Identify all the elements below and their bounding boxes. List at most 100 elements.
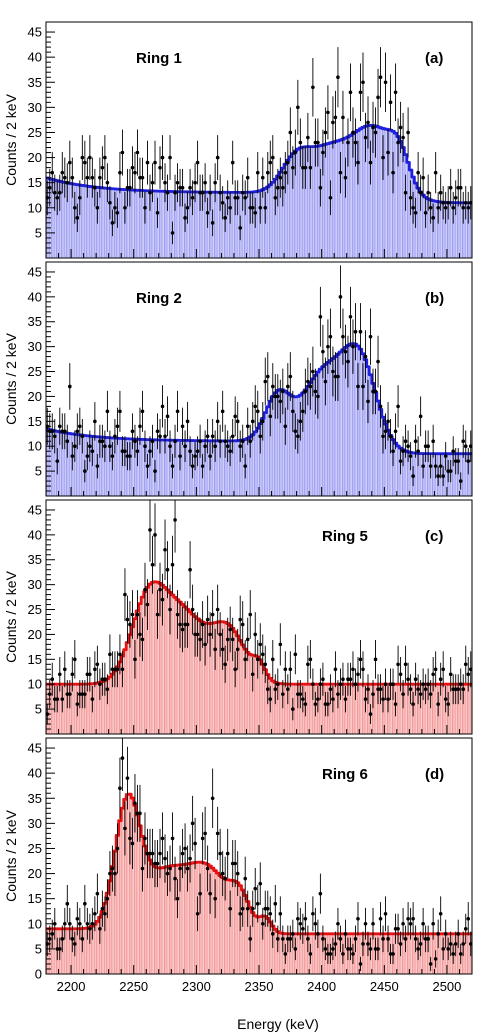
model-bar: [231, 440, 234, 496]
data-point: [398, 672, 403, 677]
data-point: [118, 409, 122, 414]
model-bar: [133, 805, 136, 974]
data-point: [401, 692, 405, 696]
data-point: [98, 682, 102, 687]
data-point: [62, 921, 67, 926]
model-bar: [208, 866, 212, 974]
model-bar: [196, 191, 199, 258]
model-bar: [106, 893, 109, 974]
model-bar: [158, 439, 162, 496]
data-point: [275, 394, 280, 399]
model-bar: [311, 146, 314, 258]
model-bar: [216, 192, 219, 258]
model-bar: [251, 912, 254, 974]
model-bar: [359, 349, 362, 496]
model-bar: [379, 409, 382, 496]
model-bar: [116, 438, 119, 496]
data-point: [453, 942, 458, 946]
data-point: [160, 836, 165, 841]
model-bar: [138, 439, 141, 496]
data-point: [298, 140, 303, 145]
model-bar: [136, 610, 139, 734]
model-bar: [173, 865, 177, 974]
data-point: [265, 170, 270, 175]
model-bar: [186, 609, 189, 734]
data-point: [286, 937, 290, 941]
data-point: [351, 667, 355, 672]
data-point: [178, 454, 182, 458]
model-bar: [409, 452, 412, 496]
data-point: [153, 160, 157, 165]
model-bar: [221, 877, 224, 974]
data-point: [376, 947, 380, 951]
data-point: [108, 444, 112, 449]
model-bar: [404, 933, 407, 974]
model-bar: [226, 879, 229, 974]
data-point: [113, 205, 117, 210]
model-bar: [376, 126, 380, 259]
model-bar: [93, 683, 96, 734]
model-bar: [168, 866, 172, 974]
model-bar: [208, 192, 212, 258]
data-point: [218, 190, 222, 195]
model-bar: [271, 925, 274, 974]
data-point: [278, 175, 283, 180]
data-point: [323, 379, 328, 384]
model-bar: [306, 684, 309, 734]
model-bar: [118, 438, 121, 496]
data-point: [100, 165, 105, 170]
data-point: [60, 937, 65, 941]
data-point: [165, 567, 170, 572]
data-point: [130, 165, 135, 170]
model-bar: [361, 127, 364, 258]
data-point: [260, 419, 265, 424]
model-bar: [91, 436, 94, 496]
data-point: [260, 921, 265, 926]
data-point: [80, 692, 85, 696]
data-point: [456, 687, 461, 691]
model-bar: [198, 192, 202, 258]
model-bar: [469, 684, 472, 734]
data-point: [381, 155, 385, 160]
x-axis-label: Energy (keV): [237, 1016, 319, 1032]
data-point: [235, 419, 240, 424]
data-point: [388, 100, 393, 105]
data-point: [466, 672, 471, 677]
model-bar: [188, 611, 192, 734]
model-bar: [371, 125, 375, 258]
model-bar: [261, 915, 264, 974]
data-point: [78, 692, 82, 696]
data-point: [233, 414, 237, 419]
x-axis: [45, 725, 473, 734]
y-tick-label: 15: [28, 891, 42, 906]
model-bar: [168, 440, 172, 496]
data-point: [463, 200, 468, 205]
model-bar: [281, 389, 284, 496]
data-point: [265, 687, 270, 691]
data-point: [163, 434, 167, 439]
data-point: [65, 180, 70, 185]
model-bar: [356, 130, 359, 258]
model-bar: [176, 865, 179, 974]
data-point: [401, 135, 405, 140]
y-axis-label: Counts / 2 keV: [3, 332, 19, 424]
data-point: [268, 414, 273, 419]
model-bar: [233, 881, 237, 974]
model-bar: [88, 927, 91, 974]
data-point: [230, 861, 235, 866]
data-point: [458, 185, 463, 190]
data-point: [388, 434, 393, 439]
model-bar: [391, 684, 395, 734]
data-point: [293, 150, 298, 155]
data-point: [281, 389, 285, 394]
model-bar: [136, 190, 139, 258]
model-bar: [406, 451, 410, 496]
data-point: [170, 562, 175, 567]
data-point: [258, 642, 263, 647]
model-bar: [309, 684, 312, 734]
data-point: [95, 891, 100, 896]
model-bar: [401, 684, 405, 734]
data-point: [391, 952, 395, 956]
data-point: [55, 195, 60, 200]
data-point: [428, 692, 433, 696]
